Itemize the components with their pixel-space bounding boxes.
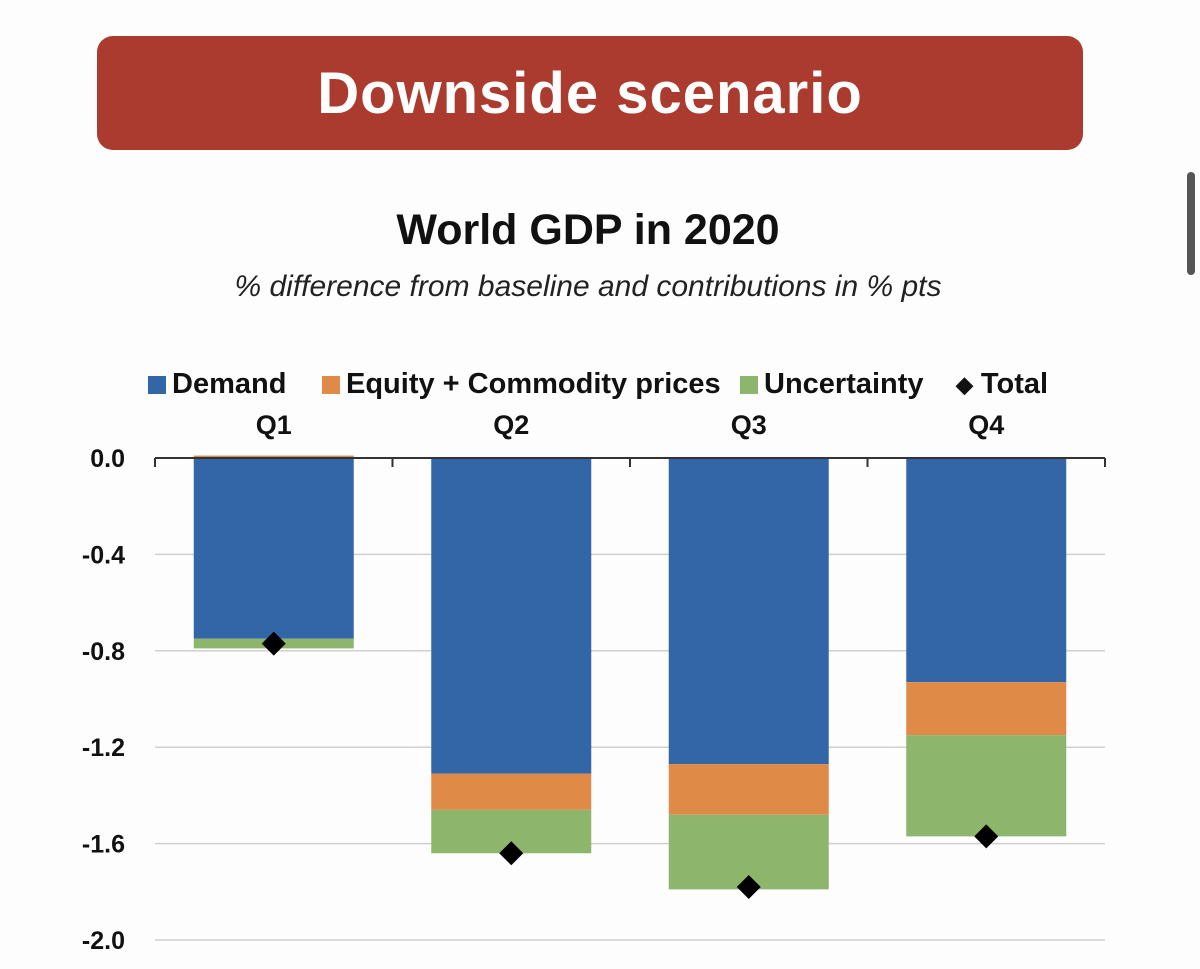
legend-item-demand: Demand [148,368,286,401]
legend-label-equity: Equity + Commodity prices [346,368,721,400]
diamond-icon: ◆ [956,371,973,397]
x-tick-label: Q2 [493,410,529,440]
bar-equity [431,773,592,810]
scrollbar[interactable] [1187,172,1195,275]
bar-equity [668,764,829,815]
total-marker [499,841,524,866]
banner-title: Downside scenario [317,60,863,126]
legend-item-equity: Equity + Commodity prices [322,368,721,401]
legend-item-total: ◆ Total [956,368,1048,401]
legend-label-uncertainty: Uncertainty [764,368,924,400]
total-marker [974,824,999,849]
legend-label-total: Total [980,368,1049,400]
x-tick-label: Q4 [968,410,1004,440]
y-tick-label: 0.0 [90,445,125,473]
legend-label-demand: Demand [172,368,287,400]
bar-uncertainty [906,735,1067,837]
legend-swatch-uncertainty [740,375,758,394]
total-marker [261,631,286,656]
scenario-banner: Downside scenario [97,36,1083,150]
y-tick-label: -1.6 [82,831,125,859]
chart-legend: Demand Equity + Commodity prices Uncerta… [0,368,1200,404]
chart-title: World GDP in 2020 [396,206,780,254]
legend-swatch-equity [322,375,340,394]
x-tick-label: Q1 [256,410,292,440]
chart-subtitle: % difference from baseline and contribut… [234,270,942,303]
legend-swatch-demand [148,375,166,394]
x-tick-label: Q3 [731,410,767,440]
bar-equity [193,455,354,458]
bar-demand [431,458,592,774]
y-tick-label: -0.8 [82,638,125,666]
y-tick-label: -1.2 [82,734,125,762]
total-marker [736,874,761,899]
bar-demand [193,458,354,639]
y-tick-label: -2.0 [82,927,125,955]
bar-equity [906,682,1067,736]
bar-demand [906,458,1067,683]
bar-demand [668,458,829,765]
y-tick-label: -0.4 [82,541,125,569]
legend-item-uncertainty: Uncertainty [740,368,924,401]
